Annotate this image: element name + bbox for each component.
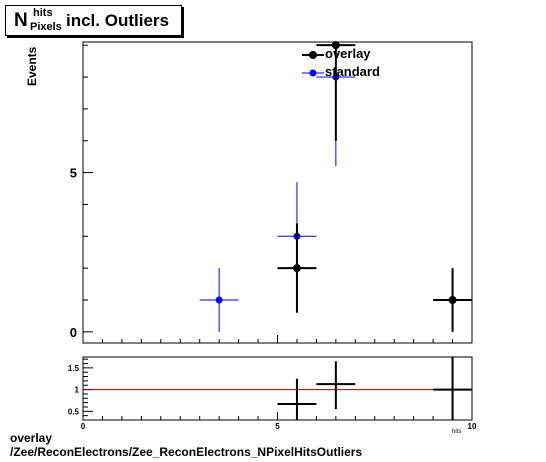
main-plot-frame [82, 41, 473, 344]
ratio-plot-frame [82, 356, 473, 421]
overlay-point-marker [448, 296, 457, 304]
title-superscript: hits [33, 7, 53, 19]
legend-label-overlay: overlay [325, 46, 371, 61]
x-axis-unit-label: hits [452, 429, 462, 435]
ratio-y-tick-label: 1.5 [68, 364, 80, 373]
ratio-y-tick-label: 0.5 [68, 407, 80, 416]
legend-marker-overlay [309, 51, 317, 59]
standard-point-marker [215, 296, 223, 304]
title-main: N [14, 10, 28, 31]
legend-label-standard: standard [325, 64, 380, 79]
ratio-x-tick-label: 5 [275, 422, 280, 431]
footer-line-1: overlay [10, 431, 53, 445]
footer-line-2: /Zee/ReconElectrons/Zee_ReconElectrons_N… [10, 445, 363, 459]
main-y-tick-label: 5 [70, 166, 77, 181]
ratio-y-tick-label: 1 [75, 386, 80, 395]
ratio-plot: 0.5 1 1.5 0 5 10 [68, 356, 477, 431]
ratio-x-tick-label: 0 [81, 422, 86, 431]
title-box: N hits Pixels incl. Outliers [5, 5, 182, 36]
title-subscript: Pixels [30, 21, 62, 33]
legend [302, 51, 324, 77]
title-rest: incl. Outliers [66, 11, 169, 30]
overlay-point-marker [292, 264, 301, 273]
legend-marker-standard [309, 69, 317, 77]
main-plot: 05 [70, 41, 473, 344]
main-y-tick-label: 0 [70, 325, 77, 340]
overlay-point-marker [331, 41, 340, 50]
y-axis-label: Events [25, 46, 39, 86]
ratio-x-tick-label: 10 [468, 422, 477, 431]
